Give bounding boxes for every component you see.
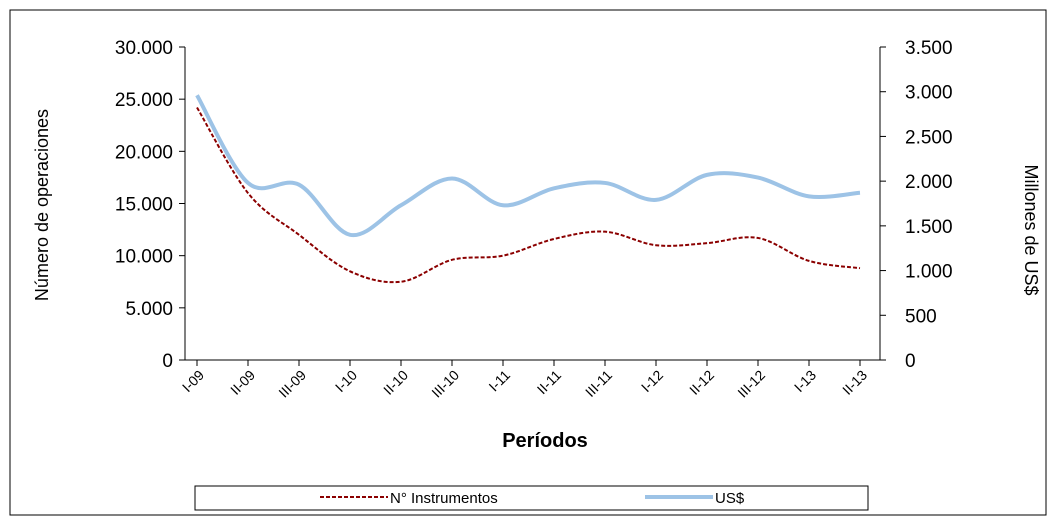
y-tick-label: 30.000 bbox=[115, 38, 173, 59]
legend-label: US$ bbox=[715, 490, 745, 507]
y2-tick-label: 2.000 bbox=[905, 172, 953, 193]
series-line bbox=[196, 107, 861, 284]
y2-axis-label: Millones de US$ bbox=[1021, 164, 1041, 295]
y2-tick-label: 3.000 bbox=[905, 83, 953, 104]
y2-tick-label: 2.500 bbox=[905, 127, 953, 148]
y2-tick-label: 1.500 bbox=[905, 217, 953, 238]
y2-tick-label: 1.000 bbox=[905, 262, 953, 283]
y-tick-label: 15.000 bbox=[115, 195, 173, 216]
y-tick-label: 0 bbox=[162, 351, 173, 372]
y2-tick-label: 500 bbox=[905, 306, 937, 327]
series-line bbox=[195, 94, 861, 237]
chart-border bbox=[9, 9, 1047, 516]
y2-tick-label: 3.500 bbox=[905, 38, 953, 59]
y-tick-label: 5.000 bbox=[125, 299, 173, 320]
y-axis-label: Número de operaciones bbox=[32, 109, 52, 301]
legend-box bbox=[194, 485, 869, 511]
x-axis-label: Períodos bbox=[502, 430, 588, 452]
y-tick-label: 10.000 bbox=[115, 247, 173, 268]
legend-label: N° Instrumentos bbox=[390, 490, 498, 507]
y-tick-label: 25.000 bbox=[115, 90, 173, 111]
y2-tick-label: 0 bbox=[905, 351, 916, 372]
y-tick-label: 20.000 bbox=[115, 142, 173, 163]
